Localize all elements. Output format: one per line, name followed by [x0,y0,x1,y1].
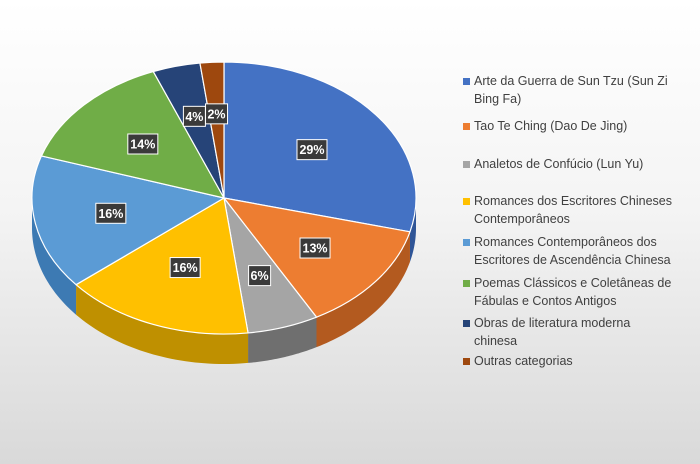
legend-swatch [463,198,470,205]
legend-item[interactable]: Analetos de Confúcio (Lun Yu) [463,155,695,173]
legend-swatch [463,280,470,287]
pie-data-labels: 29% 13% 6% 16% 16% 14% 4% 2% [95,103,331,287]
data-label-5: 14% [127,133,159,155]
data-label-box [296,139,328,161]
data-label-4: 16% [95,202,127,224]
data-label-box [248,265,272,287]
legend-item[interactable]: Romances dos Escritores Chineses Contempo… [463,192,695,228]
legend-label: Tao Te Ching (Dao De Jing) [474,117,627,135]
legend-item[interactable]: Romances Contemporâneos dos Escritores de… [463,233,695,269]
data-label-text: 6% [251,269,269,283]
data-label-1: 13% [299,237,331,259]
legend-label-line: Poemas Clássicos e Coletâneas de [474,276,672,290]
pie-side-1 [316,231,410,348]
legend-label-line: Arte da Guerra de Sun Tzu (Sun Zi [474,74,668,88]
data-label-text: 4% [185,110,203,124]
legend-label: Romances dos Escritores Chineses Contempo… [474,192,672,228]
pie-slice-4[interactable] [31,155,225,286]
data-label-text: 29% [299,143,324,157]
data-label-6: 4% [182,105,206,127]
legend-item[interactable]: Obras de literatura moderna chinesa [463,314,695,350]
legend-label-line: Escritores de Ascendência Chinesa [474,253,671,267]
legend-swatch [463,161,470,168]
pie-side-3 [76,284,249,364]
data-label-0: 29% [296,139,328,161]
data-label-box [205,103,229,125]
legend-item[interactable]: Poemas Clássicos e Coletâneas de Fábulas … [463,274,695,310]
legend-label-line: Outras categorias [474,354,573,368]
data-label-box [95,202,127,224]
legend-item[interactable]: Tao Te Ching (Dao De Jing) [463,117,695,135]
legend-label-line: chinesa [474,334,518,348]
pie-side-2 [248,317,317,363]
data-label-3: 16% [169,257,201,279]
legend-item[interactable]: Arte da Guerra de Sun Tzu (Sun Zi Bing Fa… [463,72,695,108]
legend-label: Analetos de Confúcio (Lun Yu) [474,155,643,173]
data-label-text: 2% [207,107,225,121]
data-label-text: 16% [173,261,198,275]
legend-label: Obras de literatura moderna chinesa [474,314,630,350]
legend-label-line: Obras de literatura moderna [474,316,631,330]
legend-label: Arte da Guerra de Sun Tzu (Sun Zi Bing Fa… [474,72,668,108]
legend-label-line: Analetos de Confúcio (Lun Yu) [474,157,644,171]
data-label-box [127,133,159,155]
pie-slice-3[interactable] [75,197,249,335]
legend-swatch [463,78,470,85]
data-label-text: 14% [130,138,155,152]
data-label-2: 6% [248,265,272,287]
pie-side-4 [32,198,77,315]
legend-swatch [463,123,470,130]
legend-label: Poemas Clássicos e Coletâneas de Fábulas … [474,274,671,310]
data-label-text: 16% [98,207,123,221]
legend-label: Outras categorias [474,352,573,370]
legend-swatch [463,320,470,327]
legend-label-line: Bing Fa) [474,92,522,106]
data-label-box [169,257,201,279]
legend-label: Romances Contemporâneos dos Escritores de… [474,233,671,269]
legend-swatch [463,239,470,246]
pie-sides [32,198,416,364]
legend-label-line: Fábulas e Contos Antigos [474,294,617,308]
data-label-text: 13% [303,242,328,256]
pie-side-0 [409,198,416,262]
legend-label-line: Tao Te Ching (Dao De Jing) [474,119,628,133]
legend-label-line: Romances Contemporâneos dos [474,235,657,249]
legend-item[interactable]: Outras categorias [463,352,695,370]
legend-label-line: Romances dos Escritores Chineses [474,194,672,208]
pie-slices [31,61,417,335]
pie-slice-7[interactable] [199,61,225,199]
legend-swatch [463,358,470,365]
data-label-7: 2% [205,103,229,125]
data-label-box [299,237,331,259]
legend-label-line: Contemporâneos [474,212,570,226]
